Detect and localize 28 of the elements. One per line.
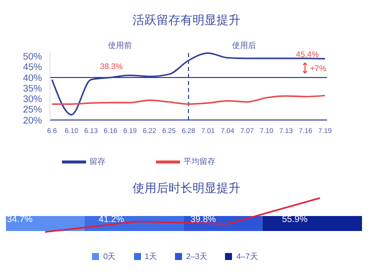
text: 使用后 [232, 40, 256, 51]
y-tick-label: 35% [22, 83, 43, 94]
data-label: 34.7% [7, 214, 33, 224]
line-series [51, 52, 326, 116]
y-tick-label: 45% [22, 62, 43, 74]
legend-label: 平均留存 [184, 157, 216, 166]
annotation: +7% [310, 64, 326, 73]
y-tick-label: 40% [22, 72, 43, 84]
line-series [51, 94, 326, 105]
bar [6, 216, 84, 231]
legend-label: 2–3天 [186, 252, 208, 261]
y-tick-label: 30% [22, 94, 43, 106]
data-label: 41.2% [98, 214, 124, 224]
annotation: 45.4% [296, 50, 319, 59]
legend-label: 留存 [90, 157, 106, 166]
legend-label: 4–7天 [236, 252, 258, 261]
legend-label: 0天 [103, 252, 116, 261]
bar [262, 216, 362, 231]
data-label: 39.8% [190, 214, 216, 224]
annotation: 38.3% [100, 62, 123, 71]
y-tick-label: 20% [22, 115, 43, 126]
text: 使用前 [108, 40, 132, 51]
chart-title: 使用后时长明显提升 [132, 180, 242, 197]
y-tick-label: 25% [22, 104, 43, 116]
legend-label: 1天 [144, 252, 158, 261]
data-label: 55.9% [282, 214, 308, 224]
chart-title: 活跃留存有明显提升 [132, 12, 242, 29]
y-tick-label: 50% [22, 52, 43, 63]
